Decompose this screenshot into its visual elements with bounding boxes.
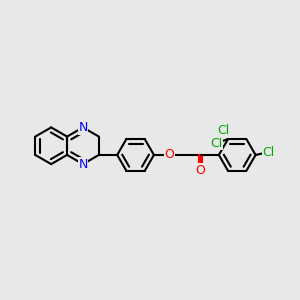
Text: O: O xyxy=(164,148,174,161)
Text: Cl: Cl xyxy=(218,124,230,137)
Text: N: N xyxy=(78,121,88,134)
Text: Cl: Cl xyxy=(262,146,274,159)
Text: N: N xyxy=(78,158,88,171)
Text: O: O xyxy=(196,164,206,177)
Text: Cl: Cl xyxy=(211,137,223,150)
